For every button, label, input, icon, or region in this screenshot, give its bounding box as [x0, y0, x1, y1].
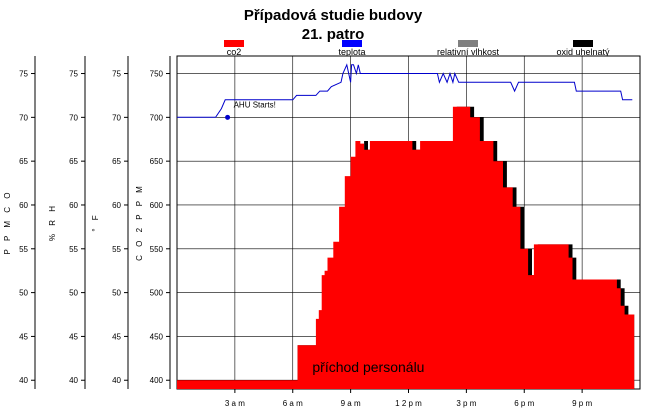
y-tick-label: 600 — [150, 201, 164, 210]
x-tick-label: 1 2 p m — [395, 399, 422, 408]
y-axis-title-0: P P M C O — [3, 190, 12, 255]
y-tick-label: 45 — [112, 332, 121, 341]
y-tick-label: 65 — [112, 157, 121, 166]
y-tick-label: 50 — [69, 289, 78, 298]
x-tick-label: 3 p m — [456, 399, 476, 408]
y-tick-label: 75 — [112, 70, 121, 79]
x-tick-label: 9 p m — [572, 399, 592, 408]
y-tick-label: 40 — [19, 376, 28, 385]
legend-swatch-1 — [342, 40, 362, 47]
y-tick-label: 70 — [19, 113, 28, 122]
legend-swatch-0 — [224, 40, 244, 47]
y-axis-title-3: C O 2 P P M — [135, 183, 144, 261]
y-tick-label: 50 — [112, 289, 121, 298]
y-tick-label: 700 — [150, 113, 164, 122]
annotation-staff: příchod personálu — [312, 359, 424, 375]
y-tick-label: 650 — [150, 157, 164, 166]
y-tick-label: 550 — [150, 245, 164, 254]
y-tick-label: 75 — [19, 70, 28, 79]
y-tick-label: 45 — [69, 332, 78, 341]
x-tick-label: 3 a m — [225, 399, 245, 408]
y-axis-title-1: % R H — [48, 203, 57, 241]
x-axis: 3 a m 6 a m 9 a m 1 2 p m 3 p m 6 p m 9 p m — [225, 389, 593, 408]
y-tick-label: 60 — [112, 201, 121, 210]
annotation-marker — [225, 115, 230, 120]
legend-swatch-2 — [458, 40, 478, 47]
y-tick-label: 75 — [69, 70, 78, 79]
y-tick-label: 70 — [69, 113, 78, 122]
legend-swatch-3 — [573, 40, 593, 47]
x-tick-label: 9 a m — [341, 399, 361, 408]
y-tick-label: 500 — [150, 289, 164, 298]
legend: co2 teplota relativní vlhkost oxid uhelnatý — [224, 40, 610, 57]
y-tick-label: 60 — [19, 201, 28, 210]
y-tick-label: 60 — [69, 201, 78, 210]
y-tick-label: 70 — [112, 113, 121, 122]
y-tick-label: 50 — [19, 289, 28, 298]
y-tick-label: 55 — [19, 245, 28, 254]
x-tick-label: 6 a m — [283, 399, 303, 408]
y-tick-label: 65 — [19, 157, 28, 166]
x-tick-label: 6 p m — [514, 399, 534, 408]
y-axes: 40 45 50 55 60 65 70 75 P P M C O 40 45 50 55 60 65 70 7… — [3, 56, 170, 389]
y-tick-label: 40 — [112, 376, 121, 385]
annotation-ahu: AHU Starts! — [234, 100, 276, 109]
y-tick-label: 400 — [150, 376, 164, 385]
y-tick-label: 40 — [69, 376, 78, 385]
plot-area: AHU Starts! příchod personálu — [177, 56, 640, 389]
y-tick-label: 55 — [69, 245, 78, 254]
y-tick-label: 450 — [150, 332, 164, 341]
y-tick-label: 45 — [19, 332, 28, 341]
chart-title: Případová studie budovy — [244, 7, 423, 24]
y-axis-title-2: ° F — [91, 212, 100, 231]
y-tick-label: 750 — [150, 70, 164, 79]
y-tick-label: 55 — [112, 245, 121, 254]
y-tick-label: 65 — [69, 157, 78, 166]
